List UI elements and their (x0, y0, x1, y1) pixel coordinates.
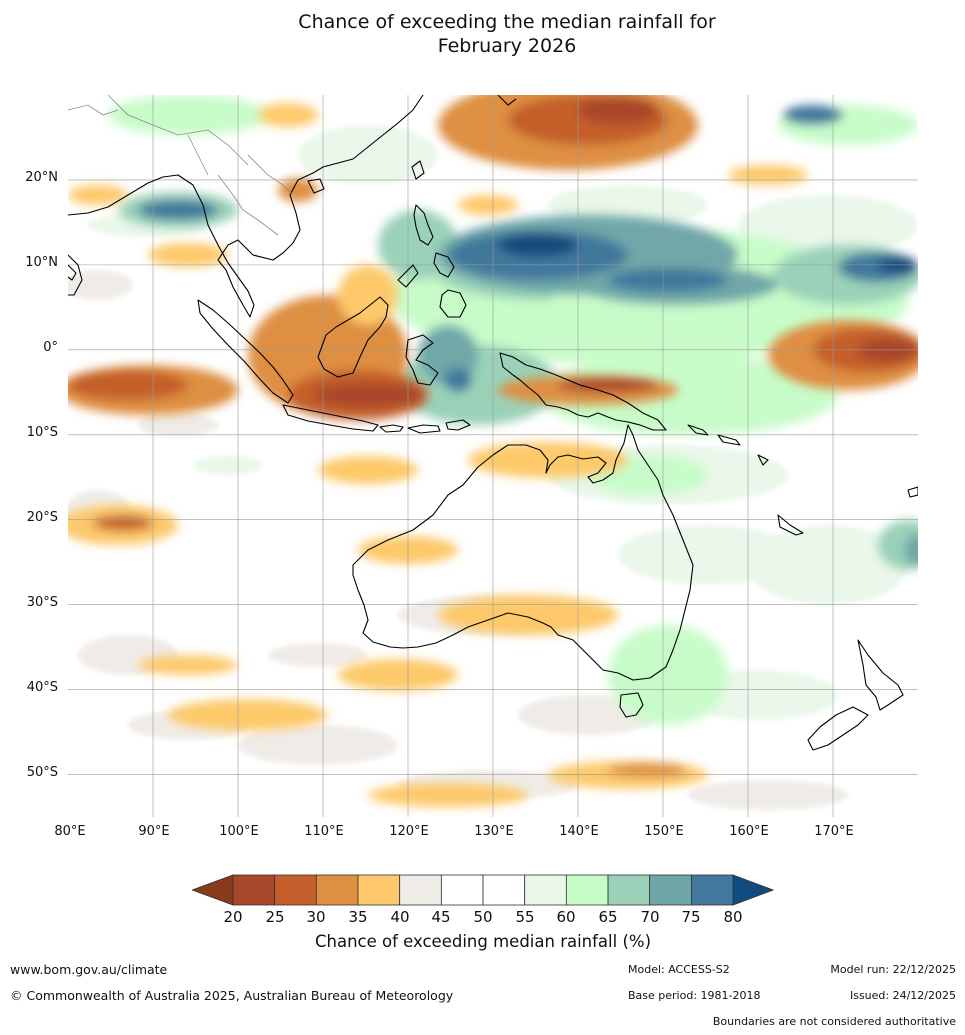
lon-tick-label: 100°E (219, 824, 259, 839)
colorbar-tick-label: 60 (556, 908, 576, 926)
lon-tick-label: 160°E (729, 824, 769, 839)
colorbar-swatch (649, 874, 692, 906)
colorbar-arrow-low (192, 874, 234, 906)
colorbar-swatch (274, 874, 317, 906)
colorbar-tick-label: 65 (598, 908, 618, 926)
title-line-1: Chance of exceeding the median rainfall … (298, 11, 716, 33)
issued-date: Issued: 24/12/2025 (849, 989, 956, 1002)
lon-tick-label: 110°E (304, 824, 344, 839)
boundaries-disclaimer: Boundaries are not considered authoritat… (712, 1015, 956, 1028)
colorbar-tick-label: 80 (723, 908, 743, 926)
asia-coastline (68, 95, 424, 318)
country-borders (68, 95, 294, 236)
new-guinea-coastline (499, 352, 667, 431)
website-url: www.bom.gov.au/climate (10, 962, 168, 977)
lon-tick-label: 130°E (474, 824, 514, 839)
copyright-text: © Commonwealth of Australia 2025, Austra… (10, 988, 454, 1003)
colorbar-swatch (482, 874, 526, 906)
lon-tick-label: 170°E (814, 824, 854, 839)
colorbar-tick-label: 40 (390, 908, 410, 926)
model-run-date: Model run: 22/12/2025 (830, 963, 956, 976)
colorbar-swatch (607, 874, 651, 906)
new-zealand-coastline (857, 639, 904, 711)
lon-tick-label: 120°E (389, 824, 429, 839)
colorbar-tick-label: 75 (681, 908, 701, 926)
lat-tick-label: 50°S (26, 765, 58, 780)
title-line-2: February 2026 (437, 35, 577, 57)
lat-tick-label: 30°S (26, 595, 58, 610)
colorbar-tick-label: 30 (306, 908, 326, 926)
australia-coastline (352, 424, 694, 681)
model-name: Model: ACCESS-S2 (628, 963, 730, 976)
tasmania-coastline (619, 692, 644, 718)
colorbar (192, 874, 774, 906)
colorbar-title: Chance of exceeding median rainfall (%) (314, 932, 652, 951)
colorbar-swatch (524, 874, 567, 906)
lat-tick-label: 10°N (25, 255, 58, 270)
colorbar-tick-label: 20 (223, 908, 243, 926)
lon-tick-label: 140°E (559, 824, 599, 839)
coastlines (68, 95, 918, 751)
colorbar-tick-label: 25 (265, 908, 285, 926)
lat-tick-label: 20°N (25, 170, 58, 185)
borneo-coastline (317, 296, 389, 378)
sumatra-coastline (197, 299, 294, 404)
base-period: Base period: 1981-2018 (628, 989, 761, 1002)
lon-tick-label: 90°E (138, 824, 170, 839)
colorbar-tick-label: 70 (640, 908, 660, 926)
colorbar-swatch (440, 874, 484, 906)
colorbar-swatch (357, 874, 401, 906)
lat-tick-label: 40°S (26, 680, 58, 695)
colorbar-tick-label: 35 (348, 908, 368, 926)
lon-tick-label: 150°E (644, 824, 684, 839)
colorbar-swatch (232, 874, 276, 906)
rainfall-map (68, 95, 918, 817)
lon-tick-label: 80°E (54, 824, 86, 839)
colorbar-swatch (315, 874, 359, 906)
colorbar-swatch (399, 874, 442, 906)
colorbar-tick-label: 55 (515, 908, 535, 926)
colorbar-tick-label: 50 (473, 908, 493, 926)
colorbar-arrow-high (732, 874, 774, 906)
colorbar-swatch (565, 874, 609, 906)
graticule (68, 95, 918, 817)
colorbar-tick-label: 45 (431, 908, 451, 926)
lat-tick-label: 10°S (26, 425, 58, 440)
colorbar-swatch (690, 874, 734, 906)
map-title: Chance of exceeding the median rainfall … (0, 10, 965, 58)
map-canvas (68, 95, 918, 817)
philippines-coastline (413, 204, 434, 246)
lat-tick-label: 0° (43, 340, 58, 355)
java-coastline (282, 404, 379, 432)
lat-tick-label: 20°S (26, 510, 58, 525)
